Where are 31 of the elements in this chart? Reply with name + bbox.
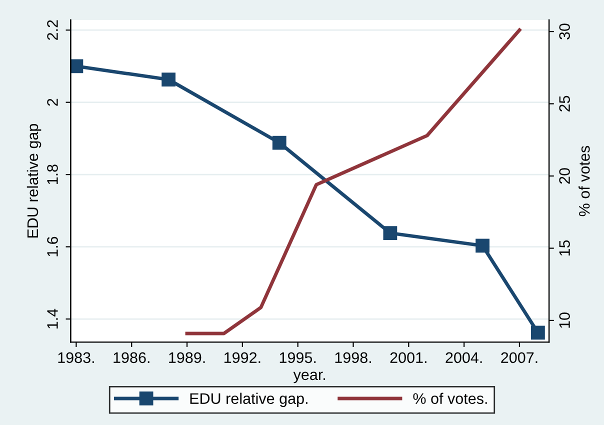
point: [272, 136, 286, 150]
x-tick-label: 1998.: [335, 352, 371, 364]
y2-axis-title: % of votes: [578, 146, 590, 216]
y-tick-label: 2.2: [47, 20, 58, 40]
y2-tick-label: 10: [559, 312, 570, 328]
y2-tick-label: 15: [559, 240, 570, 256]
y-axis-title: EDU relative gap: [26, 124, 42, 238]
y-tick-label: 2: [47, 98, 58, 106]
x-tick-label: 1992.: [224, 352, 260, 364]
x-tick-label: 2004.: [446, 352, 482, 364]
x-tick-label: 1995.: [280, 352, 316, 364]
y2-tick-label: 20: [559, 168, 570, 184]
point: [70, 59, 84, 74]
x-axis-title: year.: [293, 372, 326, 384]
point: [476, 238, 490, 253]
point: [383, 226, 398, 240]
point: [531, 326, 545, 340]
x-tick-label: 2001.: [390, 352, 426, 364]
y-tick-label: 1.4: [47, 308, 58, 328]
point: [162, 72, 176, 87]
x-tick-label: 1989.: [169, 352, 205, 364]
y-tick-label: 1.8: [47, 164, 58, 184]
x-tick-label: 1983.: [58, 352, 94, 364]
legend-label: % of votes.: [413, 392, 487, 404]
x-tick-label: 1986.: [114, 352, 150, 364]
y2-tick-label: 30: [559, 24, 570, 40]
legend-label: EDU relative gap.: [190, 392, 308, 407]
line-series: [185, 28, 522, 336]
y2-tick-label: 25: [559, 96, 570, 112]
y-tick-label: 1.6: [47, 236, 58, 256]
x-tick-label: 2007.: [501, 352, 538, 364]
